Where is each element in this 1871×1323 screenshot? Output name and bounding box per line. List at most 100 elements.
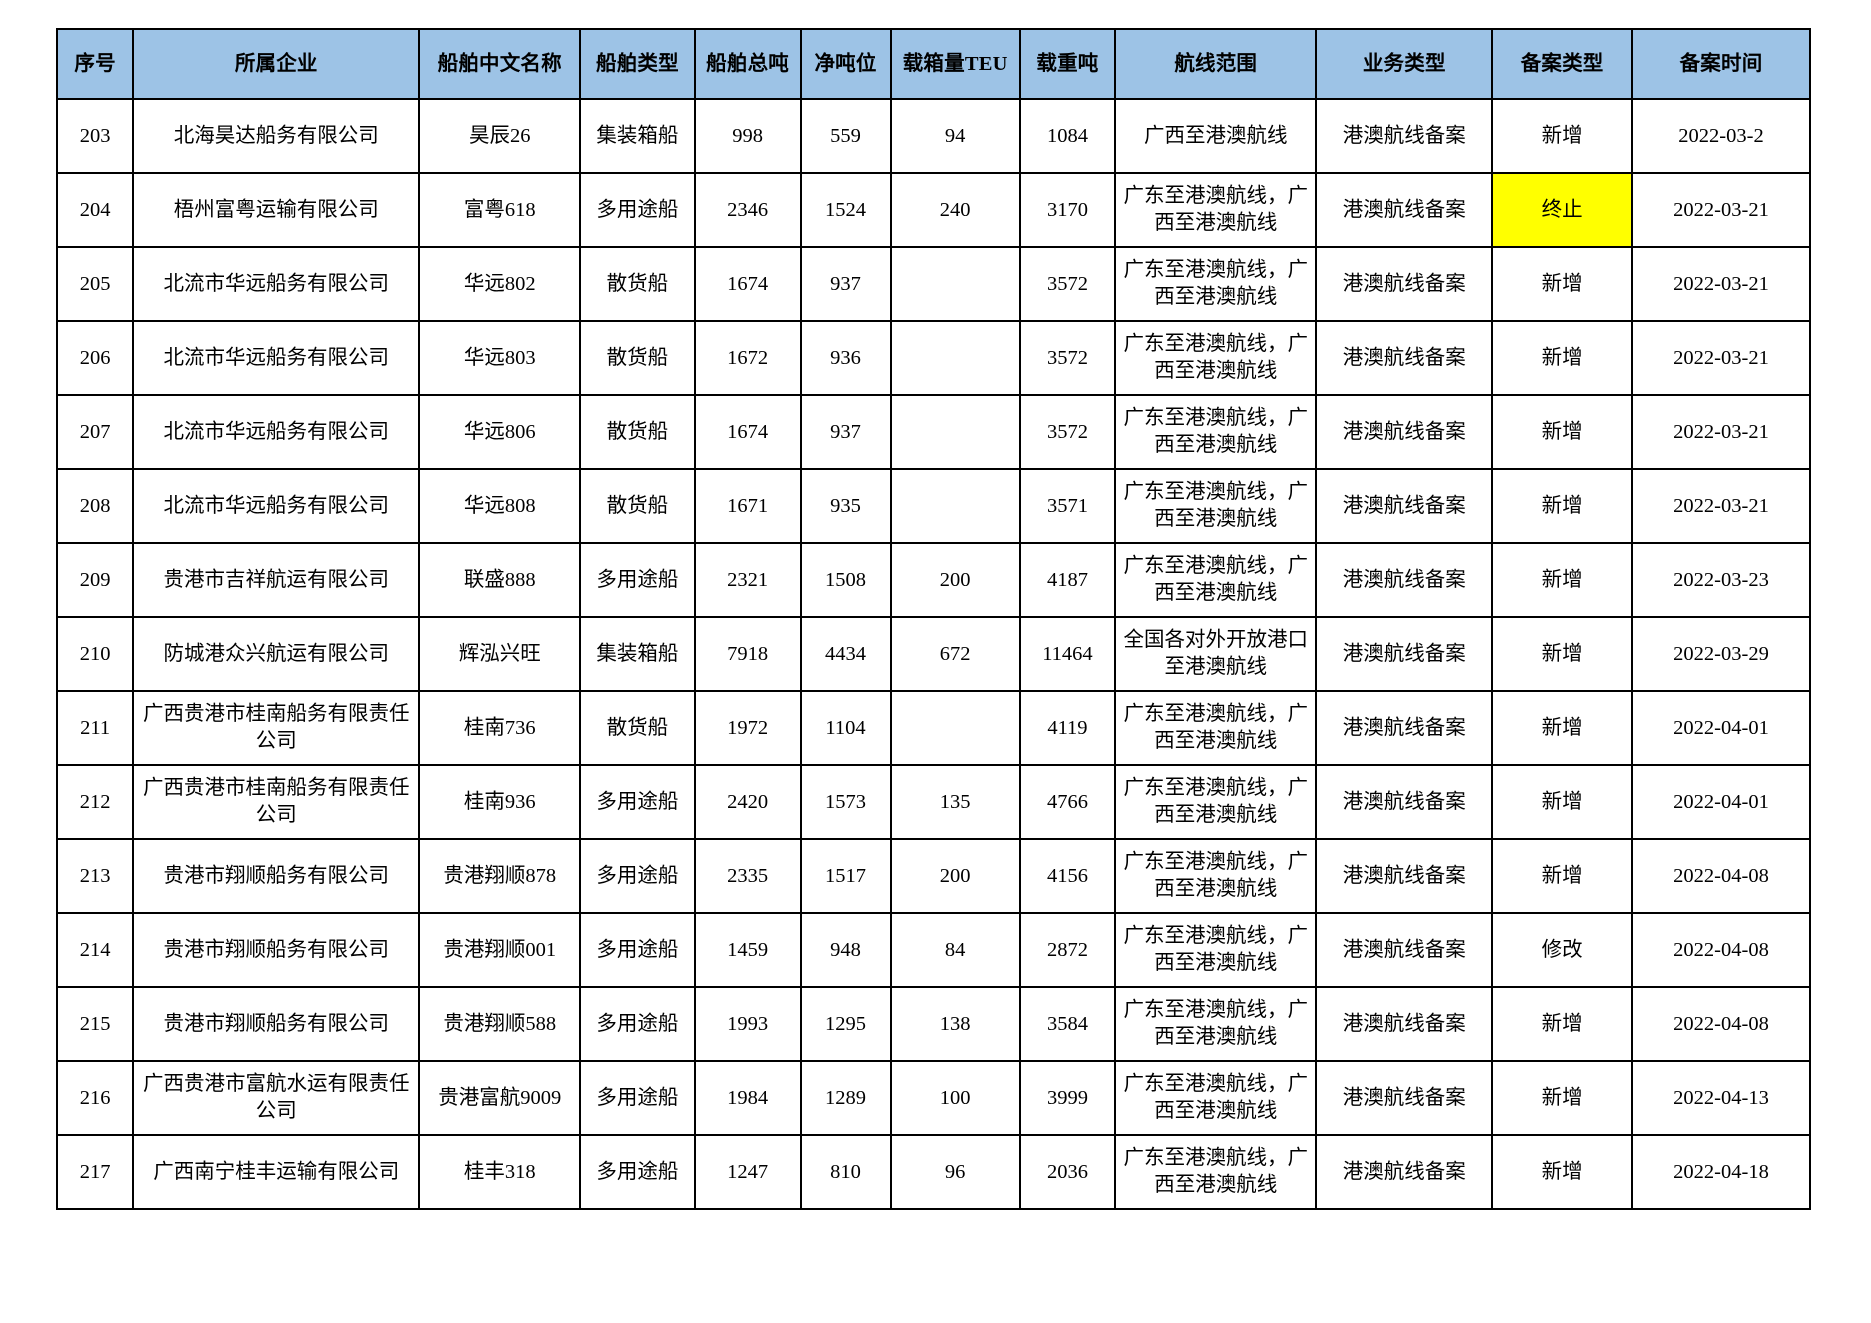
cell-gross[interactable]: 1674 — [693, 246, 802, 322]
cell-dwt[interactable]: 3584 — [1018, 986, 1117, 1062]
cell-company[interactable]: 广西贵港市桂南船务有限责任公司 — [132, 690, 421, 766]
cell-company[interactable]: 贵港市吉祥航运有限公司 — [132, 542, 421, 618]
cell-biz[interactable]: 港澳航线备案 — [1315, 986, 1494, 1062]
cell-dwt[interactable]: 2872 — [1018, 912, 1117, 988]
cell-route[interactable]: 广东至港澳航线，广西至港澳航线 — [1114, 320, 1318, 396]
cell-filetype[interactable]: 新增 — [1491, 764, 1633, 840]
cell-company[interactable]: 北流市华远船务有限公司 — [132, 468, 421, 544]
cell-shipname[interactable]: 贵港富航9009 — [418, 1060, 582, 1136]
cell-filetype[interactable]: 新增 — [1491, 246, 1633, 322]
cell-filedate[interactable]: 2022-03-21 — [1631, 246, 1811, 322]
cell-gross[interactable]: 1672 — [693, 320, 802, 396]
cell-dwt[interactable]: 3572 — [1018, 394, 1117, 470]
cell-net[interactable]: 559 — [799, 98, 892, 174]
cell-net[interactable]: 1508 — [799, 542, 892, 618]
cell-shipname[interactable]: 桂丰318 — [418, 1134, 582, 1210]
cell-shiptype[interactable]: 多用途船 — [579, 986, 696, 1062]
cell-shiptype[interactable]: 散货船 — [579, 246, 696, 322]
cell-filetype-highlighted[interactable]: 终止 — [1491, 172, 1633, 248]
cell-net[interactable]: 1517 — [799, 838, 892, 914]
cell-filetype[interactable]: 新增 — [1491, 1134, 1633, 1210]
table-row[interactable]: 216 广西贵港市富航水运有限责任公司 贵港富航9009 多用途船 1984 1289 10… — [55, 1060, 1811, 1136]
cell-company[interactable]: 广西南宁桂丰运输有限公司 — [132, 1134, 421, 1210]
cell-company[interactable]: 北流市华远船务有限公司 — [132, 394, 421, 470]
cell-seq[interactable]: 211 — [55, 690, 135, 766]
cell-route[interactable]: 广东至港澳航线，广西至港澳航线 — [1114, 764, 1318, 840]
cell-dwt[interactable]: 3571 — [1018, 468, 1117, 544]
column-header-dwt[interactable]: 载重吨 — [1018, 28, 1117, 100]
cell-seq[interactable]: 205 — [55, 246, 135, 322]
cell-biz[interactable]: 港澳航线备案 — [1315, 838, 1494, 914]
column-header-filedate[interactable]: 备案时间 — [1631, 28, 1811, 100]
cell-shiptype[interactable]: 多用途船 — [579, 764, 696, 840]
cell-teu[interactable] — [889, 468, 1021, 544]
cell-shiptype[interactable]: 多用途船 — [579, 542, 696, 618]
cell-gross[interactable]: 1671 — [693, 468, 802, 544]
cell-filetype[interactable]: 新增 — [1491, 542, 1633, 618]
cell-gross[interactable]: 1674 — [693, 394, 802, 470]
cell-shiptype[interactable]: 散货船 — [579, 394, 696, 470]
column-header-filetype[interactable]: 备案类型 — [1491, 28, 1633, 100]
table-row[interactable]: 209 贵港市吉祥航运有限公司 联盛888 多用途船 2321 1508 200 4187 广东… — [55, 542, 1811, 618]
cell-filedate[interactable]: 2022-03-21 — [1631, 172, 1811, 248]
cell-net[interactable]: 935 — [799, 468, 892, 544]
table-row[interactable]: 213 贵港市翔顺船务有限公司 贵港翔顺878 多用途船 2335 1517 200 4156… — [55, 838, 1811, 914]
cell-shipname[interactable]: 辉泓兴旺 — [418, 616, 582, 692]
cell-shiptype[interactable]: 散货船 — [579, 690, 696, 766]
cell-company[interactable]: 防城港众兴航运有限公司 — [132, 616, 421, 692]
cell-teu[interactable]: 84 — [889, 912, 1021, 988]
cell-shipname[interactable]: 贵港翔顺001 — [418, 912, 582, 988]
cell-teu[interactable]: 138 — [889, 986, 1021, 1062]
cell-route[interactable]: 广西至港澳航线 — [1114, 98, 1318, 174]
cell-gross[interactable]: 1984 — [693, 1060, 802, 1136]
cell-shipname[interactable]: 桂南936 — [418, 764, 582, 840]
cell-filedate[interactable]: 2022-03-21 — [1631, 394, 1811, 470]
cell-net[interactable]: 937 — [799, 394, 892, 470]
cell-dwt[interactable]: 3170 — [1018, 172, 1117, 248]
column-header-shiptype[interactable]: 船舶类型 — [579, 28, 696, 100]
cell-net[interactable]: 936 — [799, 320, 892, 396]
cell-filedate[interactable]: 2022-03-23 — [1631, 542, 1811, 618]
cell-shiptype[interactable]: 散货船 — [579, 468, 696, 544]
cell-shipname[interactable]: 华远803 — [418, 320, 582, 396]
cell-biz[interactable]: 港澳航线备案 — [1315, 912, 1494, 988]
cell-shipname[interactable]: 富粤618 — [418, 172, 582, 248]
cell-seq[interactable]: 210 — [55, 616, 135, 692]
table-row[interactable]: 211 广西贵港市桂南船务有限责任公司 桂南736 散货船 1972 1104 4119 广东… — [55, 690, 1811, 766]
cell-dwt[interactable]: 1084 — [1018, 98, 1117, 174]
cell-shipname[interactable]: 华远802 — [418, 246, 582, 322]
cell-shiptype[interactable]: 多用途船 — [579, 912, 696, 988]
cell-biz[interactable]: 港澳航线备案 — [1315, 616, 1494, 692]
cell-seq[interactable]: 209 — [55, 542, 135, 618]
cell-shiptype[interactable]: 集装箱船 — [579, 98, 696, 174]
cell-shipname[interactable]: 贵港翔顺588 — [418, 986, 582, 1062]
cell-seq[interactable]: 217 — [55, 1134, 135, 1210]
cell-shiptype[interactable]: 多用途船 — [579, 1134, 696, 1210]
column-header-company[interactable]: 所属企业 — [132, 28, 421, 100]
cell-gross[interactable]: 2420 — [693, 764, 802, 840]
cell-route[interactable]: 广东至港澳航线，广西至港澳航线 — [1114, 986, 1318, 1062]
cell-teu[interactable]: 240 — [889, 172, 1021, 248]
cell-dwt[interactable]: 4766 — [1018, 764, 1117, 840]
cell-net[interactable]: 948 — [799, 912, 892, 988]
table-row[interactable]: 206 北流市华远船务有限公司 华远803 散货船 1672 936 3572 广东至港澳航线… — [55, 320, 1811, 396]
cell-shipname[interactable]: 华远808 — [418, 468, 582, 544]
cell-shiptype[interactable]: 散货船 — [579, 320, 696, 396]
cell-gross[interactable]: 7918 — [693, 616, 802, 692]
cell-filedate[interactable]: 2022-04-13 — [1631, 1060, 1811, 1136]
column-header-teu[interactable]: 载箱量TEU — [889, 28, 1021, 100]
cell-seq[interactable]: 212 — [55, 764, 135, 840]
cell-shiptype[interactable]: 多用途船 — [579, 838, 696, 914]
cell-shipname[interactable]: 贵港翔顺878 — [418, 838, 582, 914]
column-header-net[interactable]: 净吨位 — [799, 28, 892, 100]
cell-biz[interactable]: 港澳航线备案 — [1315, 394, 1494, 470]
cell-gross[interactable]: 1993 — [693, 986, 802, 1062]
cell-dwt[interactable]: 3572 — [1018, 320, 1117, 396]
table-row[interactable]: 205 北流市华远船务有限公司 华远802 散货船 1674 937 3572 广东至港澳航线… — [55, 246, 1811, 322]
cell-teu[interactable]: 200 — [889, 838, 1021, 914]
cell-biz[interactable]: 港澳航线备案 — [1315, 172, 1494, 248]
column-header-seq[interactable]: 序号 — [55, 28, 135, 100]
cell-route[interactable]: 广东至港澳航线，广西至港澳航线 — [1114, 246, 1318, 322]
cell-shipname[interactable]: 联盛888 — [418, 542, 582, 618]
table-row[interactable]: 210 防城港众兴航运有限公司 辉泓兴旺 集装箱船 7918 4434 672 11464 全国… — [55, 616, 1811, 692]
